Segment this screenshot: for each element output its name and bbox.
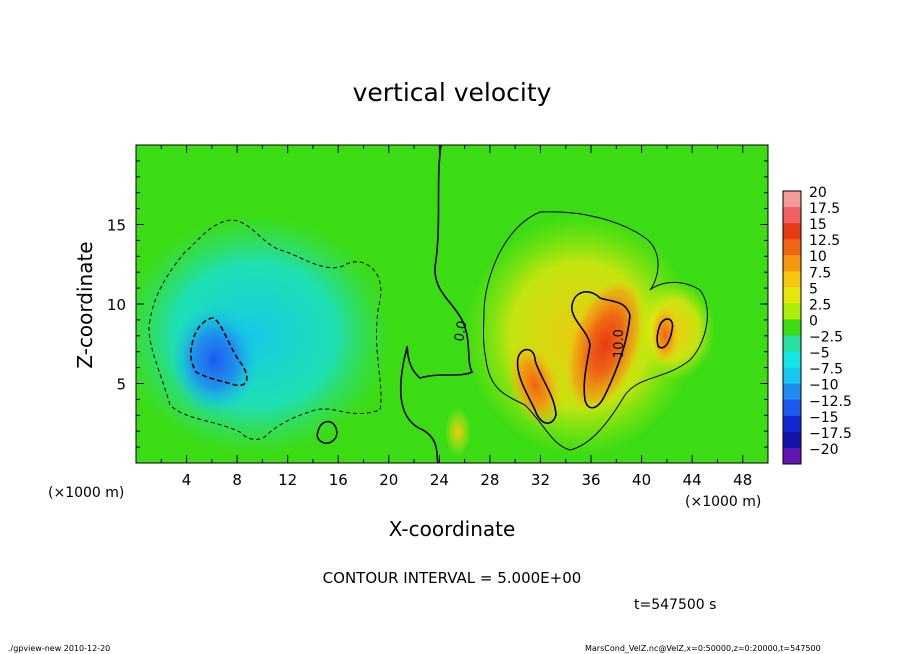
colorbar-label: −12.5 (809, 394, 852, 410)
colorbar-label: −7.5 (809, 362, 843, 378)
x-tick-label: 12 (278, 471, 297, 489)
colorbar-swatch (783, 239, 801, 256)
contour-zero (399, 145, 474, 463)
contour-label-zero: 0.0 (452, 320, 470, 343)
colorbar-swatch (783, 415, 801, 433)
colorbar-swatch (783, 271, 801, 288)
x-tick-label: 36 (581, 471, 600, 489)
contour-plus-5 (483, 211, 708, 451)
colorbar-swatch (783, 287, 801, 304)
colorbar-swatch (783, 319, 801, 336)
x-axis-label: X-coordinate (389, 517, 516, 541)
x-tick-label: 28 (480, 471, 499, 489)
colorbar-swatch (783, 399, 801, 417)
contour-minus-10 (190, 317, 248, 387)
colorbar-label: −17.5 (809, 426, 852, 442)
chart-title: vertical velocity (353, 78, 552, 107)
colorbar-label: 2.5 (809, 297, 831, 313)
colorbar-label: 0 (809, 313, 818, 329)
x-tick-label: 44 (683, 471, 702, 489)
y-axis-label: Z-coordinate (73, 241, 97, 368)
contour-label-ten: 10.0 (612, 329, 627, 358)
colorbar-label: 5 (809, 281, 818, 297)
updraft-shading-small (445, 408, 471, 456)
x-unit-label-left: (×1000 m) (48, 485, 124, 501)
colorbar-swatch (783, 191, 801, 208)
x-tick-label: 40 (632, 471, 651, 489)
footer-left: ./gpview-new 2010-12-20 (8, 644, 110, 653)
plot-area (136, 145, 768, 463)
colorbar-swatch (783, 335, 801, 352)
colorbar-label: 15 (809, 217, 827, 233)
x-tick-label: 16 (329, 471, 348, 489)
x-tick-label: 48 (733, 471, 752, 489)
downdraft-shading-core (170, 305, 260, 415)
contour-plus-10-west (516, 348, 557, 424)
colorbar-label: −5 (809, 346, 830, 362)
colorbar-label: 7.5 (809, 265, 831, 281)
y-tick-label: 5 (116, 376, 126, 394)
x-tick-label: 20 (379, 471, 398, 489)
contour-zero-loop (316, 420, 338, 444)
x-unit-label-right: (×1000 m) (685, 494, 761, 510)
x-tick-label: 4 (182, 471, 192, 489)
colorbar-swatch (783, 383, 801, 401)
x-tick-label: 32 (531, 471, 550, 489)
colorbar-swatch (783, 447, 801, 465)
colorbar-swatch (783, 367, 801, 385)
x-axis-ticks: 4 8 12 16 20 24 28 32 36 40 44 48 (160, 145, 752, 489)
colorbar-swatch (783, 223, 801, 240)
colorbar-swatch (783, 255, 801, 272)
colorbar-swatch (783, 431, 801, 449)
x-tick-label: 24 (430, 471, 449, 489)
colorbar-label: −15 (809, 410, 839, 426)
colorbar-label: 12.5 (809, 233, 840, 249)
colorbar-swatch (783, 303, 801, 320)
time-label: t=547500 s (634, 597, 716, 613)
colorbar-label: −2.5 (809, 330, 843, 346)
colorbar-swatch (783, 351, 801, 369)
y-tick-label: 15 (107, 217, 126, 235)
y-tick-label: 10 (107, 296, 126, 314)
colorbar-label: 17.5 (809, 201, 840, 217)
contour-interval-text: CONTOUR INTERVAL = 5.000E+00 (323, 569, 582, 587)
colorbar-swatch (783, 207, 801, 224)
colorbar: 2017.51512.5107.552.50−2.5−5−7.5−10−12.5… (782, 185, 852, 465)
colorbar-label: −20 (809, 442, 839, 458)
x-tick-label: 8 (232, 471, 242, 489)
contour-plus-10-east (656, 318, 674, 349)
colorbar-label: −10 (809, 378, 839, 394)
colorbar-frame (782, 190, 802, 465)
footer-right: MarsCond_VelZ.nc@VelZ,x=0:50000,z=0:2000… (585, 644, 821, 653)
y-axis-ticks: 5 10 15 (107, 160, 768, 448)
contour-plus-10 (571, 291, 631, 409)
updraft-shading-east (651, 305, 679, 365)
contour-minus-5 (148, 219, 382, 440)
colorbar-label: 10 (809, 249, 827, 265)
updraft-shading-west (507, 341, 563, 429)
colorbar-label: 20 (809, 185, 827, 201)
